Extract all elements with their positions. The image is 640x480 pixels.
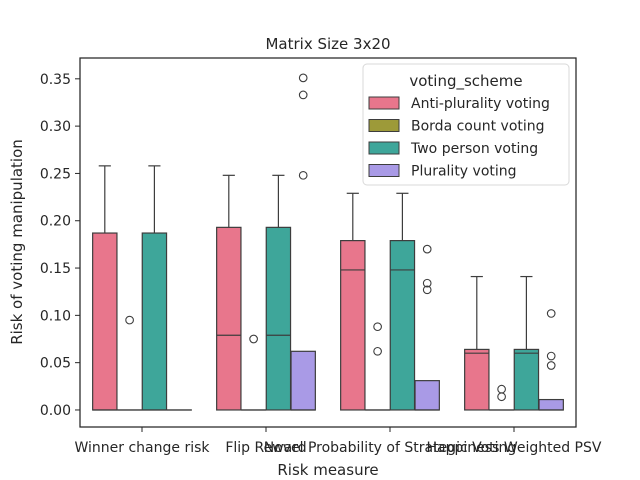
y-tick-label: 0.10 <box>40 308 71 324</box>
x-tick-label: Happiness Weighted PSV <box>427 440 602 456</box>
outlier-point <box>298 90 308 100</box>
legend-frame <box>362 63 570 186</box>
outlier-point <box>546 309 556 318</box>
legend-entry-label: Plurality voting <box>411 164 517 180</box>
box <box>290 350 316 411</box>
legend: voting_scheme Anti-plurality voting Borda … <box>362 63 570 186</box>
box <box>389 240 416 411</box>
box <box>513 348 540 411</box>
box <box>414 380 440 411</box>
outlier-point <box>422 244 432 254</box>
y-tick-label: 0.25 <box>40 166 71 182</box>
outlier-point <box>497 384 506 394</box>
legend-swatch <box>368 96 400 110</box>
outlier-point <box>298 73 308 83</box>
x-tick-label: Novel Probability of Strategic Voting <box>264 440 517 456</box>
outlier-point <box>546 351 556 361</box>
y-tick-label: 0.00 <box>40 403 71 419</box>
box <box>216 226 242 411</box>
series-plurality-voting <box>166 73 564 411</box>
box <box>464 348 490 411</box>
legend-entry-label: Two person voting <box>410 141 538 157</box>
outlier-point <box>422 285 432 295</box>
legend-entry-label: Borda count voting <box>411 119 545 135</box>
outlier-point <box>546 361 556 370</box>
box <box>92 232 118 411</box>
y-tick-label: 0.05 <box>40 356 71 372</box>
y-tick-label: 0.15 <box>40 261 71 277</box>
x-tick-label: Winner change risk <box>74 440 210 456</box>
y-axis: 0.00 0.05 0.10 0.15 0.20 0.25 0.30 0.35 <box>40 72 80 419</box>
outlier-point <box>373 346 382 356</box>
legend-swatch <box>368 141 400 155</box>
outlier-point <box>298 170 308 180</box>
x-tick-label: Flip Reward <box>225 440 306 456</box>
outlier-point <box>422 278 432 288</box>
y-tick-label: 0.30 <box>40 119 71 135</box>
chart-title: Matrix Size 3x20 <box>265 35 390 53</box>
legend-swatch <box>368 164 400 177</box>
series-two-person-voting <box>141 165 540 411</box>
outlier-point <box>373 322 382 332</box>
box <box>538 398 564 411</box>
legend-title: voting_scheme <box>409 72 522 91</box>
y-tick-label: 0.20 <box>40 214 71 230</box>
y-tick-label: 0.35 <box>40 72 71 88</box>
plot-area <box>92 73 564 411</box>
series-anti-plurality-voting <box>92 165 490 411</box>
y-axis-label: Risk of voting manipulation <box>8 139 26 345</box>
outlier-point <box>249 334 258 344</box>
legend-entry-label: Anti-plurality voting <box>411 96 550 112</box>
box <box>340 240 366 411</box>
outlier-point <box>497 392 506 402</box>
legend-swatch <box>368 119 400 132</box>
box <box>141 232 168 411</box>
box <box>265 226 292 411</box>
axes-frame <box>79 57 577 428</box>
x-axis-label: Risk measure <box>277 461 378 479</box>
outlier-point <box>125 315 134 325</box>
